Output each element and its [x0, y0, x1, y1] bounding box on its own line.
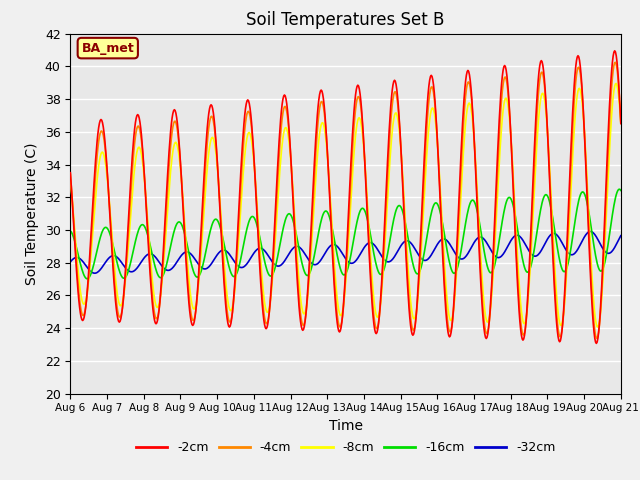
-4cm	[67, 171, 74, 177]
-2cm	[445, 333, 452, 338]
Line: -2cm: -2cm	[70, 51, 621, 343]
-16cm	[188, 264, 196, 269]
-2cm	[611, 48, 618, 54]
-2cm	[67, 170, 74, 176]
-2cm	[390, 77, 398, 83]
-32cm	[91, 270, 99, 276]
Y-axis label: Soil Temperature (C): Soil Temperature (C)	[25, 143, 39, 285]
-4cm	[566, 175, 574, 181]
-4cm	[445, 326, 452, 332]
Line: -32cm: -32cm	[70, 231, 621, 273]
Line: -4cm: -4cm	[70, 62, 621, 338]
-2cm	[188, 319, 195, 324]
-4cm	[188, 312, 195, 318]
-16cm	[67, 228, 74, 234]
Title: Soil Temperatures Set B: Soil Temperatures Set B	[246, 11, 445, 29]
X-axis label: Time: Time	[328, 419, 363, 433]
-4cm	[612, 60, 620, 65]
-16cm	[392, 210, 399, 216]
-16cm	[616, 186, 623, 192]
-8cm	[390, 112, 398, 118]
-2cm	[337, 325, 345, 331]
-4cm	[617, 119, 625, 125]
-4cm	[593, 336, 601, 341]
-2cm	[593, 340, 600, 346]
-8cm	[445, 312, 452, 317]
-4cm	[337, 323, 345, 328]
Legend: -2cm, -4cm, -8cm, -16cm, -32cm: -2cm, -4cm, -8cm, -16cm, -32cm	[131, 436, 561, 459]
-16cm	[83, 276, 91, 282]
Line: -16cm: -16cm	[70, 189, 621, 279]
-32cm	[67, 259, 74, 265]
-8cm	[337, 312, 345, 318]
-8cm	[617, 120, 625, 126]
-16cm	[445, 260, 453, 266]
-16cm	[567, 244, 575, 250]
-8cm	[188, 297, 195, 303]
-16cm	[212, 216, 220, 222]
-2cm	[566, 160, 574, 166]
-32cm	[567, 252, 575, 258]
-32cm	[617, 233, 625, 239]
-32cm	[445, 241, 453, 247]
-32cm	[586, 228, 594, 234]
Text: BA_met: BA_met	[81, 42, 134, 55]
-32cm	[392, 252, 399, 258]
-2cm	[211, 124, 219, 130]
-32cm	[188, 252, 196, 258]
-8cm	[211, 143, 219, 148]
-8cm	[612, 81, 620, 86]
-2cm	[617, 120, 625, 126]
-8cm	[67, 178, 74, 183]
-16cm	[338, 270, 346, 276]
Line: -8cm: -8cm	[70, 84, 621, 327]
-32cm	[338, 250, 346, 255]
-32cm	[212, 254, 220, 260]
-8cm	[594, 324, 602, 330]
-16cm	[617, 188, 625, 193]
-8cm	[566, 199, 574, 204]
-4cm	[390, 89, 398, 95]
-4cm	[211, 130, 219, 135]
